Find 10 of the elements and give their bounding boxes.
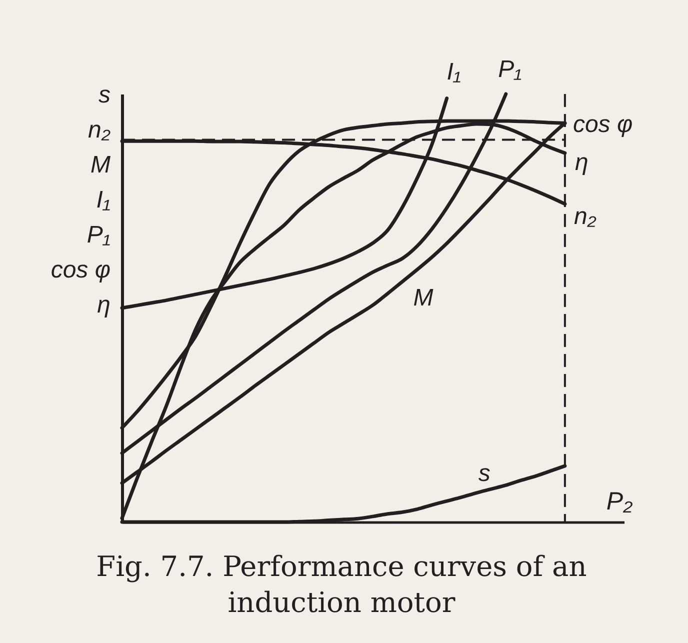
series-label: n₂ bbox=[574, 202, 596, 230]
text: Fig. 7.7. Performance curves of an induction motor bbox=[96, 550, 587, 619]
series-label: s bbox=[478, 460, 490, 487]
x-axis-title: P₂ bbox=[606, 488, 634, 516]
series-label: I₁ bbox=[446, 58, 461, 86]
y-axis-title: s n₂ M I₁ P₁ cos φ η bbox=[50, 82, 110, 318]
series-label: P₁ bbox=[498, 56, 522, 83]
series-label: cos φ bbox=[572, 111, 633, 138]
series-label: η bbox=[574, 149, 588, 176]
series-label: M bbox=[413, 284, 434, 312]
